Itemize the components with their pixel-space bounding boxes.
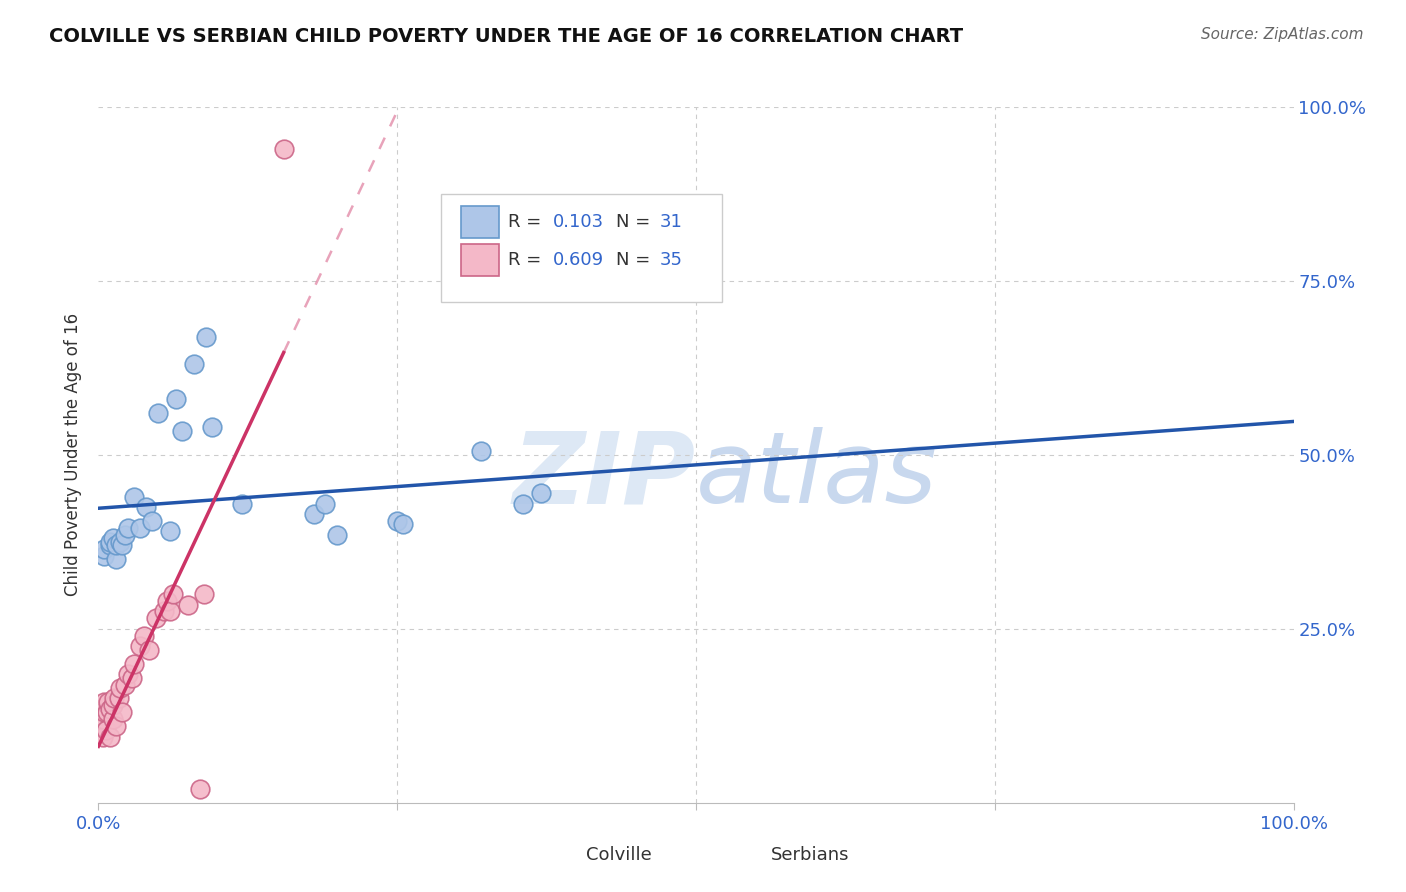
Point: [90, 712, 112, 726]
Point: [101, 712, 124, 726]
Text: N =: N =: [616, 252, 655, 269]
Point: [512, 497, 534, 511]
FancyBboxPatch shape: [441, 194, 723, 301]
Point: [117, 667, 139, 681]
Text: 31: 31: [661, 213, 683, 231]
Point: [129, 521, 152, 535]
Point: [385, 514, 409, 528]
Text: 0.103: 0.103: [553, 213, 603, 231]
Point: [121, 671, 143, 685]
Point: [141, 514, 163, 528]
Point: [93, 706, 115, 720]
FancyBboxPatch shape: [735, 843, 766, 867]
Point: [108, 681, 131, 695]
Point: [103, 691, 125, 706]
Y-axis label: Child Poverty Under the Age of 16: Child Poverty Under the Age of 16: [65, 313, 83, 597]
Point: [111, 706, 134, 720]
Text: R =: R =: [509, 252, 547, 269]
Text: 35: 35: [661, 252, 683, 269]
Point: [98, 730, 122, 744]
Point: [177, 598, 200, 612]
Point: [105, 719, 128, 733]
Point: [193, 587, 215, 601]
Text: Serbians: Serbians: [772, 846, 849, 864]
Point: [94, 723, 117, 737]
Point: [98, 535, 122, 549]
Point: [96, 706, 118, 720]
Point: [105, 538, 128, 552]
Point: [124, 657, 146, 671]
Point: [153, 605, 176, 619]
Point: [148, 406, 170, 420]
FancyBboxPatch shape: [461, 244, 499, 277]
Point: [183, 358, 205, 372]
Point: [302, 507, 325, 521]
Point: [231, 497, 253, 511]
Point: [132, 629, 155, 643]
FancyBboxPatch shape: [461, 206, 499, 238]
Point: [93, 541, 115, 556]
Point: [108, 535, 131, 549]
Point: [101, 698, 124, 713]
Point: [114, 528, 136, 542]
Point: [97, 695, 120, 709]
Point: [165, 392, 187, 407]
Point: [93, 549, 115, 563]
FancyBboxPatch shape: [550, 843, 581, 867]
Point: [107, 691, 129, 706]
Point: [273, 142, 295, 156]
Point: [201, 420, 224, 434]
Point: [90, 719, 112, 733]
Point: [194, 329, 218, 343]
Point: [114, 677, 136, 691]
Point: [117, 521, 139, 535]
Point: [129, 639, 152, 653]
Text: Colville: Colville: [586, 846, 652, 864]
Text: ZIP: ZIP: [513, 427, 696, 524]
Point: [91, 712, 114, 726]
Point: [326, 528, 349, 542]
Point: [98, 538, 122, 552]
Text: Source: ZipAtlas.com: Source: ZipAtlas.com: [1201, 27, 1364, 42]
Text: COLVILLE VS SERBIAN CHILD POVERTY UNDER THE AGE OF 16 CORRELATION CHART: COLVILLE VS SERBIAN CHILD POVERTY UNDER …: [49, 27, 963, 45]
Point: [159, 524, 181, 539]
Text: atlas: atlas: [696, 427, 938, 524]
Point: [392, 517, 415, 532]
Point: [470, 444, 492, 458]
Point: [111, 538, 134, 552]
Point: [98, 702, 122, 716]
Point: [101, 532, 124, 546]
Point: [138, 642, 160, 657]
Point: [172, 424, 194, 438]
Point: [188, 781, 211, 796]
Point: [105, 552, 128, 566]
Point: [124, 490, 146, 504]
Point: [145, 611, 167, 625]
Text: 0.609: 0.609: [553, 252, 603, 269]
Point: [155, 594, 177, 608]
Point: [529, 486, 551, 500]
Point: [162, 587, 184, 601]
Text: N =: N =: [616, 213, 655, 231]
Point: [91, 730, 114, 744]
Point: [87, 726, 110, 740]
Point: [135, 500, 157, 514]
Text: R =: R =: [509, 213, 547, 231]
Point: [315, 497, 337, 511]
Point: [159, 605, 181, 619]
Point: [93, 695, 115, 709]
